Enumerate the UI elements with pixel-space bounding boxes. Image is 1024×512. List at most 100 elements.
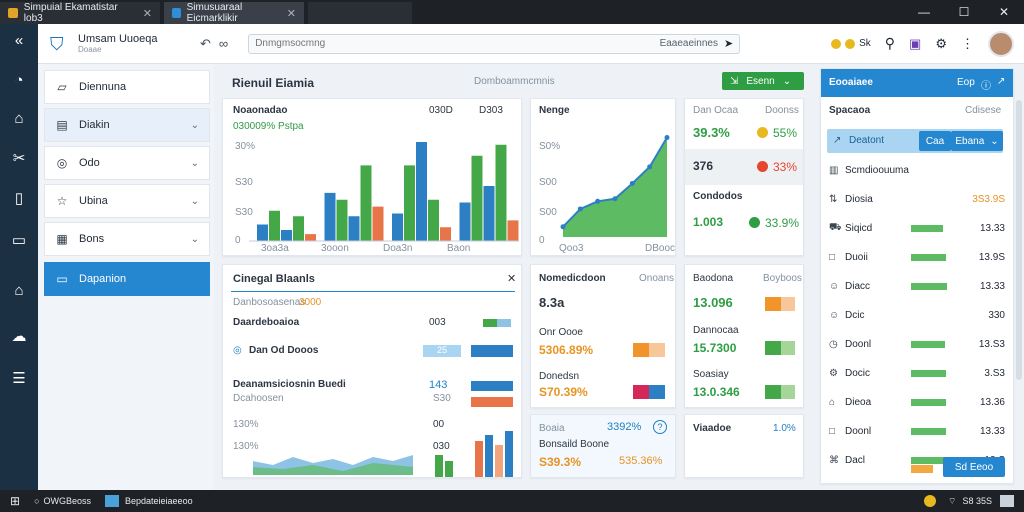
avatar[interactable] [988, 30, 1014, 57]
row-value: 5306.89% [539, 343, 594, 357]
list-item-label: Dacl [845, 454, 866, 466]
search-icon[interactable]: ⚲ [884, 35, 896, 51]
box-icon: □ [829, 425, 836, 437]
panel-subtitle: Danbosoasenas [233, 297, 306, 308]
info-icon[interactable]: ⓘ [981, 81, 991, 92]
collapse-icon[interactable]: « [14, 32, 24, 49]
coin-icon [831, 38, 842, 49]
row-right-label: Boyboos [763, 273, 802, 284]
list-item[interactable]: ☺ Dcic 330 [829, 304, 1005, 326]
chevron-down-icon: ⌄ [190, 233, 199, 245]
list-item-label: Siqicd [845, 222, 873, 234]
link-icon[interactable]: ∞ [218, 35, 229, 51]
icon-rail: « ◔ ⌂ ✂ ▯ ▭ ⌂ ☁ ☰ [0, 24, 38, 490]
list-item[interactable]: ⚙ Docic 3.S3 [829, 362, 1005, 384]
more-icon[interactable]: ⋮ [961, 35, 974, 51]
footer-button[interactable]: Sd Eeoo [943, 457, 1005, 477]
app-header: ⛉ Umsam Uuoeqa Doaae ↶ ∞ Eaaeaeinnes ➤ S… [38, 24, 1024, 64]
right-panel-header [821, 69, 1013, 97]
minimize-icon[interactable]: — [918, 5, 930, 19]
maximize-icon[interactable]: ☐ [958, 5, 970, 19]
bar [459, 202, 471, 241]
row-value: 003 [429, 317, 446, 328]
settings-sliders-icon[interactable]: ☰ [12, 370, 26, 387]
browser-tab-1[interactable]: Simpuial Ekamatistar lob3 ✕ [0, 2, 160, 24]
close-tab-icon[interactable]: ✕ [286, 7, 296, 20]
panel-title: Cinegal Blaanls [233, 273, 315, 285]
filter-option-button[interactable]: Caa [919, 131, 951, 151]
scrollbar[interactable] [1016, 100, 1022, 380]
summary-panel: Nomedicdoon Onoans 8.3a Onr Oooe 5306.89… [530, 264, 676, 408]
back-icon[interactable]: ↶ [200, 35, 211, 51]
data-point [664, 135, 670, 141]
wifi-icon[interactable]: ⌔ [948, 495, 957, 506]
data-point [629, 180, 635, 186]
panel-value-1: S39.3% [539, 455, 582, 469]
row-value: 13.0.346 [693, 385, 740, 399]
mini-bar [475, 441, 483, 477]
credits-indicator[interactable]: Sk [831, 38, 871, 49]
browser-tab-2[interactable]: Simusuaraal Eicmarklikir ✕ [164, 2, 304, 24]
search-filter-text: Eaaeaeinnes [659, 38, 718, 49]
mini-bar [485, 435, 493, 477]
filter-dropdown-button[interactable]: Ebana ⌄ [951, 131, 1003, 151]
bar-chart-card: Noaonadao 030009% Pstpa 030D D303 30% S3… [222, 98, 522, 256]
status-dot-icon [757, 161, 768, 172]
row-value: 030 [433, 441, 450, 452]
search-bar[interactable]: Eaaeaeinnes ➤ [248, 33, 741, 54]
list-item[interactable]: ▥ Scmdioouuma [829, 159, 1005, 181]
sidebar-item-odo[interactable]: ◎ Odo ⌄ [44, 146, 210, 180]
taskbar-search-text[interactable]: OWGBeoss [43, 496, 92, 506]
bar [305, 234, 316, 241]
list-item[interactable]: ☺ Diacc 13.33 [829, 275, 1005, 297]
windows-start-icon[interactable]: ⊞ [10, 494, 21, 508]
kpi-value: 376 [693, 159, 714, 173]
kpi-value: 39.3% [693, 125, 730, 140]
row-label: Donedsn [539, 371, 580, 382]
list-item-value: 3.S3 [984, 367, 1005, 379]
bell-icon[interactable]: ▣ [909, 35, 922, 51]
info-icon[interactable]: ? [653, 420, 667, 434]
search-input[interactable] [255, 38, 660, 49]
report-icon[interactable]: ▭ [11, 232, 27, 249]
close-icon[interactable]: ✕ [507, 273, 517, 285]
export-button[interactable]: ⇲ Esenn ⌄ [722, 72, 804, 90]
lock-icon[interactable]: ⌂ [14, 282, 24, 299]
expand-icon[interactable]: ↗ [997, 76, 1006, 87]
search-icon[interactable]: ○ [34, 496, 40, 506]
browser-tab-3[interactable] [308, 2, 412, 24]
chart-title: Nenge [539, 105, 570, 116]
sidebar-item-diennuna[interactable]: ▱ Diennuna [44, 70, 210, 104]
home-icon[interactable]: ⌂ [14, 110, 24, 127]
x-tick: 3oa3a [261, 243, 289, 254]
close-tab-icon[interactable]: ✕ [142, 7, 152, 20]
list-item[interactable]: □ Duoii 13.9S [829, 246, 1005, 268]
sidebar-item-bons[interactable]: ▦ Bons ⌄ [44, 222, 210, 256]
notification-icon[interactable] [1000, 495, 1014, 507]
list-item[interactable]: □ Doonl 13.33 [829, 420, 1005, 442]
list-item[interactable]: ⛟ Siqicd 13.33 [829, 217, 1005, 239]
sidebar-item-ubina[interactable]: ☆ Ubina ⌄ [44, 184, 210, 218]
mini-bar [781, 341, 795, 355]
tools-icon[interactable]: ✂ [12, 150, 26, 167]
y-tick: S00 [539, 177, 557, 188]
cursor-icon[interactable]: ➤ [723, 38, 734, 50]
close-window-icon[interactable]: ✕ [998, 5, 1010, 19]
brand[interactable]: ⛉ Umsam Uuoeqa Doaae [50, 33, 186, 55]
list-item[interactable]: ⌂ Dieoa 13.36 [829, 391, 1005, 413]
sidebar-item-dapanion[interactable]: ▭ Dapanion [44, 262, 210, 296]
sidebar-item-diakin[interactable]: ▤ Diakin ⌄ [44, 108, 210, 142]
taskbar-app-label[interactable]: Bepdateieiaeeoo [125, 496, 193, 506]
bar [471, 155, 483, 241]
cloud-icon[interactable]: ☁ [11, 328, 27, 345]
gear-icon[interactable]: ⚙ [935, 35, 947, 51]
progress-bar [911, 340, 945, 348]
app-icon[interactable] [105, 495, 120, 507]
document-icon[interactable]: ▯ [14, 190, 24, 207]
right-panel-sub-right: Cdisese [965, 105, 1002, 116]
list-item[interactable]: ⇅ Diosia 3S3.9S [829, 188, 1005, 210]
dashboard-icon[interactable]: ◔ [14, 72, 24, 89]
status-dot-icon [749, 217, 760, 228]
list-item[interactable]: ◷ Doonl 13.S3 [829, 333, 1005, 355]
tray-icon[interactable] [924, 495, 936, 507]
